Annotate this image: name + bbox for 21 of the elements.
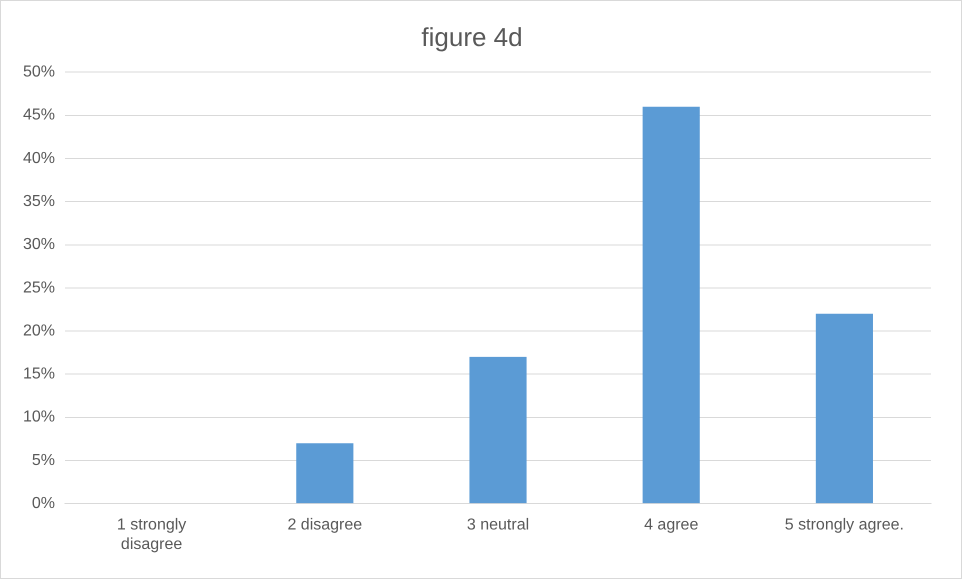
y-tick-label: 10%: [22, 408, 56, 426]
x-tick-label: 5 strongly agree.: [784, 516, 904, 534]
y-tick-label: 35%: [22, 193, 56, 210]
y-tick-label: 40%: [22, 150, 56, 167]
bar: [469, 356, 527, 504]
y-tick-label: 15%: [22, 366, 56, 383]
y-tick-label: 20%: [22, 322, 56, 340]
y-tick-label: 0%: [32, 495, 56, 512]
bar: [816, 314, 873, 504]
x-tick-label: 4 agree: [644, 516, 698, 534]
y-tick-label: 5%: [32, 452, 56, 469]
y-tick-label: 25%: [22, 279, 56, 296]
chart-title: figure 4d: [421, 22, 523, 52]
x-tick-label: 2 disagree: [287, 516, 362, 534]
x-tick-label: 3 neutral: [466, 516, 530, 534]
bar: [642, 106, 700, 504]
bar: [296, 443, 354, 504]
y-tick-label: 50%: [22, 64, 56, 81]
y-tick-label: 45%: [22, 106, 56, 124]
y-tick-label: 30%: [22, 236, 56, 254]
x-tick-label: 1 strongly disagree: [116, 516, 186, 553]
